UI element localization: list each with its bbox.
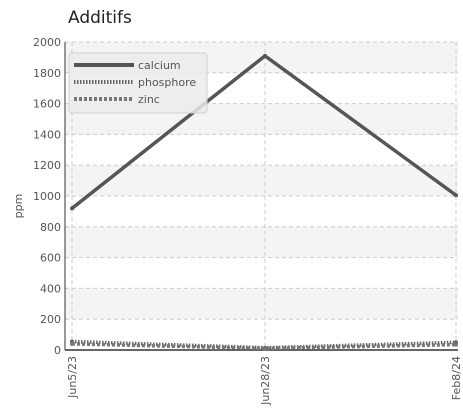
y-tick-label: 0 — [54, 344, 61, 357]
series-lines — [70, 53, 458, 351]
y-tick-label: 400 — [40, 282, 61, 295]
x-tick-labels: Jun5/23 Jun28/23 Feb8/24 — [66, 356, 463, 406]
legend-label-zinc: zinc — [138, 93, 160, 106]
data-point-calcium — [70, 206, 74, 211]
background-band — [65, 165, 458, 196]
data-point-calcium — [454, 193, 458, 198]
y-tick-label: 1800 — [33, 67, 61, 80]
y-tick-label: 2000 — [33, 36, 61, 49]
y-tick-label: 1600 — [33, 98, 61, 111]
series-line-zinc — [71, 342, 457, 351]
legend-label-phosphore: phosphore — [138, 76, 196, 89]
y-tick-label: 1400 — [33, 128, 61, 141]
chart-title: Additifs — [68, 8, 132, 28]
data-point-zinc — [263, 346, 267, 351]
background-band — [65, 226, 458, 258]
legend-label-calcium: calcium — [138, 59, 181, 72]
legend: calcium phosphore zinc — [68, 52, 208, 114]
data-point-calcium — [263, 53, 267, 58]
data-point-zinc — [454, 342, 458, 347]
y-tick-label: 200 — [40, 313, 61, 326]
y-tick-label: 800 — [40, 221, 61, 234]
data-point-zinc — [70, 341, 74, 346]
y-axis-label: ppm — [12, 194, 25, 219]
y-tick-label: 1000 — [33, 190, 61, 203]
x-tick-label: Feb8/24 — [450, 356, 463, 400]
y-tick-label: 1200 — [33, 159, 61, 172]
background-band — [65, 288, 458, 320]
x-tick-label: Jun28/23 — [259, 356, 272, 406]
y-tick-label: 600 — [40, 252, 61, 265]
legend-box — [68, 52, 208, 114]
plot-background-bands — [65, 42, 458, 320]
y-tick-labels: 0 200 400 600 800 1000 1200 1400 1600 1800 2000 — [33, 36, 61, 357]
x-tick-label: Jun5/23 — [66, 356, 79, 399]
axes — [64, 42, 458, 351]
